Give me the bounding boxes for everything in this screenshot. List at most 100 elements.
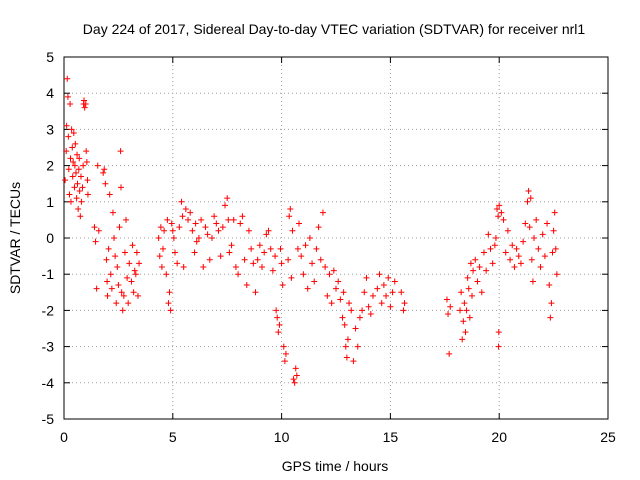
- data-point-marker: [217, 253, 224, 260]
- y-tick-label: 4: [46, 85, 54, 101]
- data-point-marker: [120, 292, 127, 299]
- data-point-marker: [282, 350, 289, 357]
- data-point-marker: [80, 162, 87, 169]
- data-point-marker: [64, 93, 71, 100]
- data-point-marker: [64, 75, 71, 82]
- data-point-marker: [526, 224, 533, 231]
- data-point-marker: [458, 289, 465, 296]
- data-point-marker: [541, 253, 548, 260]
- data-point-marker: [171, 249, 178, 256]
- data-point-marker: [480, 249, 487, 256]
- data-point-marker: [74, 180, 81, 187]
- data-point-marker: [369, 292, 376, 299]
- data-point-marker: [552, 245, 559, 252]
- data-point-marker: [126, 260, 133, 267]
- data-point-marker: [237, 220, 244, 227]
- data-point-marker: [93, 285, 100, 292]
- data-point-marker: [361, 289, 368, 296]
- y-tick-label: 1: [46, 194, 54, 210]
- data-point-marker: [117, 148, 124, 155]
- data-point-marker: [470, 267, 477, 274]
- data-point-marker: [169, 227, 176, 234]
- data-point-marker: [464, 274, 471, 281]
- data-point-marker: [319, 209, 326, 216]
- data-point-marker: [273, 307, 280, 314]
- data-point-marker: [77, 173, 84, 180]
- data-point-marker: [211, 213, 218, 220]
- data-point-marker: [219, 224, 226, 231]
- data-point-marker: [104, 292, 111, 299]
- data-point-marker: [495, 343, 502, 350]
- data-point-marker: [317, 256, 324, 263]
- data-point-marker: [263, 231, 270, 238]
- data-point-marker: [109, 209, 116, 216]
- data-point-marker: [293, 372, 300, 379]
- data-point-marker: [498, 209, 505, 216]
- data-point-marker: [66, 191, 73, 198]
- data-point-marker: [111, 235, 118, 241]
- data-point-marker: [163, 271, 170, 278]
- data-point-marker: [460, 318, 467, 325]
- data-point-marker: [213, 220, 220, 227]
- data-point-marker: [363, 274, 370, 281]
- data-point-marker: [123, 216, 130, 223]
- data-point-marker: [500, 216, 507, 223]
- data-point-marker: [279, 282, 286, 289]
- data-point-marker: [232, 263, 239, 270]
- data-point-marker: [378, 300, 385, 307]
- data-point-marker: [187, 209, 194, 216]
- data-point-marker: [84, 191, 91, 198]
- data-point-marker: [328, 300, 335, 307]
- data-point-marker: [67, 198, 74, 205]
- data-point-marker: [495, 329, 502, 336]
- data-point-marker: [104, 278, 111, 285]
- data-point-marker: [461, 300, 468, 307]
- data-point-marker: [398, 289, 405, 296]
- data-point-marker: [78, 198, 85, 205]
- data-point-marker: [302, 242, 309, 249]
- data-point-marker: [119, 307, 126, 314]
- data-point-marker: [252, 289, 259, 296]
- data-point-marker: [551, 209, 558, 216]
- data-point-marker: [391, 278, 398, 285]
- data-point-marker: [333, 285, 339, 292]
- data-point-marker: [335, 278, 342, 285]
- data-point-marker: [478, 289, 485, 296]
- data-point-marker: [525, 187, 532, 194]
- data-point-marker: [291, 379, 298, 386]
- data-point-marker: [520, 238, 527, 245]
- data-point-marker: [71, 162, 78, 169]
- data-point-marker: [198, 216, 205, 223]
- data-point-marker: [280, 343, 287, 350]
- data-point-marker: [496, 202, 503, 209]
- data-point-marker: [170, 235, 177, 241]
- data-point-marker: [276, 321, 283, 328]
- data-point-marker: [166, 289, 173, 296]
- y-tick-label: 3: [46, 121, 54, 137]
- data-point-marker: [192, 220, 199, 227]
- data-point-marker: [133, 249, 140, 256]
- data-point-marker: [73, 195, 80, 202]
- data-point-marker: [292, 365, 299, 372]
- data-point-marker: [465, 285, 472, 292]
- axis-ticks: 0 5 10 15 20 25 -5 -4 -3 -2 -1 0 1 2 3 4 5: [42, 49, 616, 445]
- data-point-marker: [165, 300, 172, 307]
- data-point-marker: [309, 260, 316, 267]
- data-point-marker: [467, 260, 474, 267]
- data-point-marker: [485, 231, 492, 238]
- data-point-marker: [544, 220, 551, 227]
- data-point-marker: [341, 321, 348, 328]
- data-point-marker: [469, 292, 475, 299]
- data-point-marker: [114, 263, 121, 270]
- data-point-marker: [62, 177, 69, 184]
- data-point-marker: [128, 278, 135, 285]
- data-point-marker: [202, 224, 209, 231]
- y-tick-label: 0: [46, 230, 54, 246]
- data-point-marker: [250, 260, 257, 267]
- data-point-marker: [112, 253, 119, 260]
- data-point-marker: [463, 307, 470, 314]
- y-tick-label: -4: [42, 375, 55, 391]
- data-point-marker: [105, 245, 112, 252]
- y-tick-label: 2: [46, 158, 54, 174]
- data-point-marker: [385, 274, 392, 281]
